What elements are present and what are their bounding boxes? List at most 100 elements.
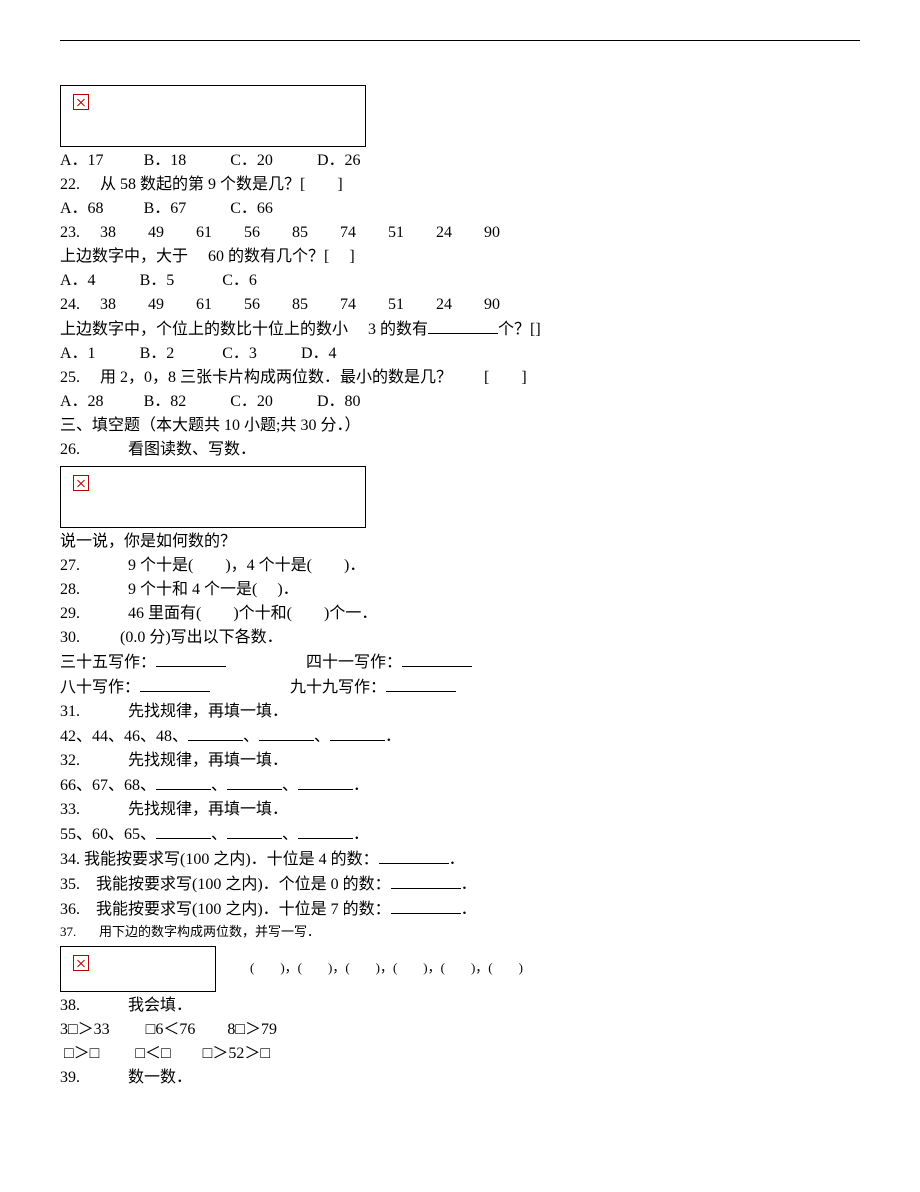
q23-opt-b: B．5: [140, 272, 175, 289]
q36-end: ．: [461, 901, 477, 918]
q33-num: 33.: [60, 801, 80, 818]
q21-options: A．17 B．18 C．20 D．26: [60, 149, 860, 173]
q31-blank-2: [259, 724, 314, 741]
q34: 34. 我能按要求写(100 之内)．十位是 4 的数：．: [60, 847, 860, 872]
q38-num: 38.: [60, 997, 80, 1014]
q30-text: (0.0 分)写出以下各数．: [120, 629, 283, 646]
q30-l2b: 九十九写作：: [290, 679, 386, 696]
q34-blank: [379, 847, 449, 864]
q32-seq-a: 66、67、68、: [60, 777, 156, 794]
q31: 31. 先找规律，再填一填．: [60, 700, 860, 724]
q38-text: 我会填．: [128, 997, 192, 1014]
q29: 29. 46 里面有( )个十和( )个一．: [60, 602, 860, 626]
q32-blank-3: [298, 773, 353, 790]
q23-nums: 38 49 61 56 85 74 51 24 90: [100, 224, 500, 241]
q26-num: 26.: [60, 441, 80, 458]
q23-line1: 23. 38 49 61 56 85 74 51 24 90: [60, 221, 860, 245]
q25-options: A．28 B．82 C．20 D．80: [60, 390, 860, 414]
q23-num: 23.: [60, 224, 80, 241]
q33-seq-a: 55、60、65、: [60, 826, 156, 843]
q24-text-a: 上边数字中，个位上的数比十位上的数小 3 的数有: [60, 321, 428, 338]
q24-text-b: 个？[]: [498, 321, 541, 338]
broken-image-icon: [73, 94, 89, 110]
q33-seq: 55、60、65、、、．: [60, 822, 860, 847]
q36: 36. 我能按要求写(100 之内)．十位是 7 的数：．: [60, 897, 860, 922]
q33-text: 先找规律，再填一填．: [128, 801, 288, 818]
q24-options: A．1 B．2 C．3 D．4: [60, 342, 860, 366]
q39: 39. 数一数．: [60, 1066, 860, 1090]
q28-num: 28.: [60, 581, 80, 598]
q33-blank-2: [227, 822, 282, 839]
q23-opt-c: C．6: [222, 272, 257, 289]
q30-l1b: 四十一写作：: [306, 654, 402, 671]
q24-line1: 24. 38 49 61 56 85 74 51 24 90: [60, 293, 860, 317]
broken-image-icon: [73, 475, 89, 491]
q31-text: 先找规律，再填一填．: [128, 703, 288, 720]
q32-text: 先找规律，再填一填．: [128, 752, 288, 769]
q22-opt-c: C．66: [230, 200, 273, 217]
q33-sep1: 、: [211, 826, 227, 843]
q30-blank-1: [156, 650, 226, 667]
q31-sep1: 、: [243, 728, 259, 745]
q31-seq-a: 42、44、46、48、: [60, 728, 188, 745]
q35-end: ．: [461, 876, 477, 893]
q32-seq: 66、67、68、、、．: [60, 773, 860, 798]
q22-options: A．68 B．67 C．66: [60, 197, 860, 221]
q37-parens: ( )，( )，( )，( )，( )，( ): [250, 960, 523, 975]
q30-blank-3: [140, 675, 210, 692]
q32-sep2: 、: [282, 777, 298, 794]
q34-end: ．: [449, 851, 465, 868]
q26-text: 看图读数、写数．: [128, 441, 256, 458]
q34-text: 我能按要求写(100 之内)．十位是 4 的数：: [84, 851, 379, 868]
q31-blank-1: [188, 724, 243, 741]
q21-image-placeholder: [60, 85, 366, 147]
q30-l1a: 三十五写作：: [60, 654, 156, 671]
q25: 25. 用 2，0，8 三张卡片构成两位数．最小的数是几？ [ ]: [60, 366, 860, 390]
q31-end: ．: [385, 728, 401, 745]
q32-sep1: 、: [211, 777, 227, 794]
q33-blank-1: [156, 822, 211, 839]
q29-text: 46 里面有( )个十和( )个一．: [128, 605, 377, 622]
q21-opt-a: A．17: [60, 152, 104, 169]
q21-opt-c: C．20: [230, 152, 273, 169]
q33-blank-3: [298, 822, 353, 839]
q31-blank-3: [330, 724, 385, 741]
q24-opt-d: D．4: [301, 345, 337, 362]
q35: 35. 我能按要求写(100 之内)．个位是 0 的数： ．: [60, 872, 860, 897]
q24-opt-a: A．1: [60, 345, 96, 362]
q27-text: 9 个十是( )，4 个十是( )．: [128, 557, 365, 574]
q25-text: 用 2，0，8 三张卡片构成两位数．最小的数是几？ [ ]: [100, 369, 527, 386]
q37-text: 用下边的数字构成两位数，并写一写．: [99, 924, 320, 939]
q32-blank-2: [227, 773, 282, 790]
q39-num: 39.: [60, 1069, 80, 1086]
q37-image-placeholder: [60, 946, 216, 992]
q23-opt-a: A．4: [60, 272, 96, 289]
q38-line1: 3□＞33 □6＜76 8□＞79: [60, 1018, 860, 1042]
q25-opt-a: A．28: [60, 393, 104, 410]
q30: 30. (0.0 分)写出以下各数．: [60, 626, 860, 650]
q33: 33. 先找规律，再填一填．: [60, 798, 860, 822]
q24-line2: 上边数字中，个位上的数比十位上的数小 3 的数有 个？[]: [60, 317, 860, 342]
q35-text: 我能按要求写(100 之内)．个位是 0 的数：: [96, 876, 391, 893]
q36-blank: [391, 897, 461, 914]
q35-num: 35.: [60, 876, 80, 893]
q26-after: 说一说，你是如何数的？: [60, 530, 860, 554]
q31-sep2: 、: [314, 728, 330, 745]
q25-opt-d: D．80: [317, 393, 361, 410]
q32: 32. 先找规律，再填一填．: [60, 749, 860, 773]
q30-l2a: 八十写作：: [60, 679, 140, 696]
q22-opt-b: B．67: [144, 200, 187, 217]
q36-num: 36.: [60, 901, 80, 918]
q30-num: 30.: [60, 629, 80, 646]
q24-nums: 38 49 61 56 85 74 51 24 90: [100, 296, 500, 313]
section3-title: 三、填空题（本大题共 10 小题;共 30 分．）: [60, 414, 860, 438]
q24-blank: [428, 317, 498, 334]
q22: 22. 从 58 数起的第 9 个数是几？[ ]: [60, 173, 860, 197]
q32-blank-1: [156, 773, 211, 790]
q27-num: 27.: [60, 557, 80, 574]
broken-image-icon: [73, 955, 89, 971]
q25-opt-c: C．20: [230, 393, 273, 410]
q32-num: 32.: [60, 752, 80, 769]
q38-line2: □＞□ □＜□ □＞52＞□: [60, 1042, 860, 1066]
q24-num: 24.: [60, 296, 80, 313]
